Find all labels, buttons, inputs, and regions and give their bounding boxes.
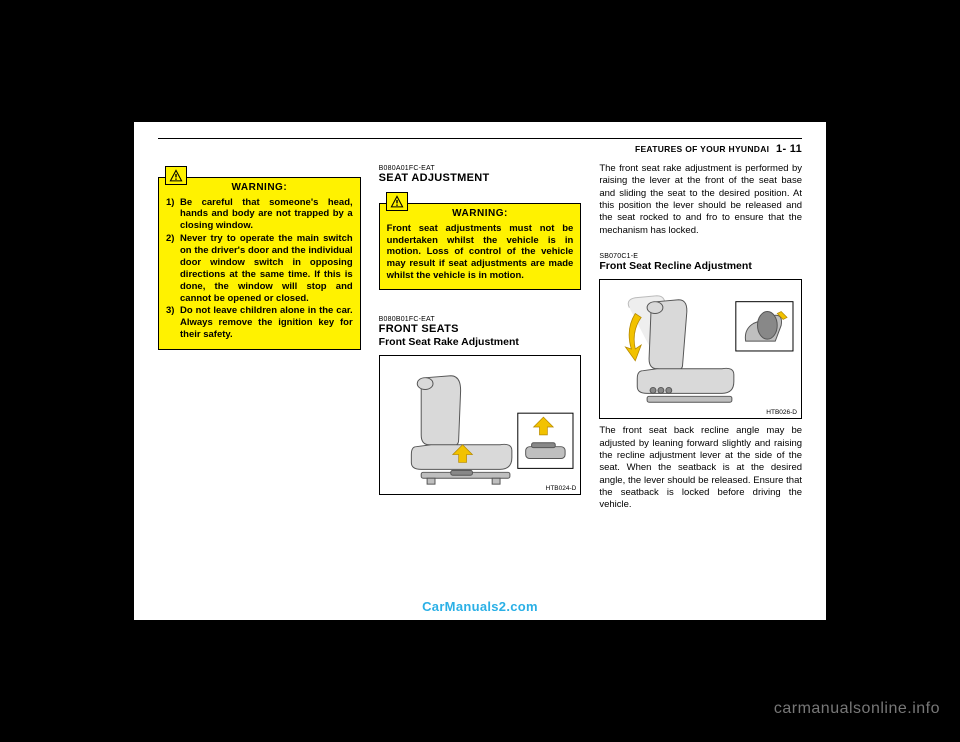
section-code: SB070C1-E bbox=[599, 253, 802, 260]
warning-box-window: WARNING: 1)Be careful that someone's hea… bbox=[158, 177, 361, 350]
item-number: 3) bbox=[166, 305, 180, 341]
page-number: 1- 11 bbox=[776, 143, 802, 155]
figure-recline: HTB026-D bbox=[599, 279, 802, 419]
item-number: 2) bbox=[166, 233, 180, 304]
site-watermark: carmanualsonline.info bbox=[774, 700, 940, 718]
item-text: Do not leave children alone in the car. … bbox=[180, 305, 353, 341]
warning-box-seat: WARNING: Front seat adjustments must not… bbox=[379, 203, 582, 290]
warning-icon bbox=[165, 166, 187, 185]
section-code: B080A01FC-EAT bbox=[379, 165, 582, 172]
section-title: FRONT SEATS bbox=[379, 323, 582, 336]
item-text: Never try to operate the main switch on … bbox=[180, 233, 353, 304]
list-item: 1)Be careful that someone's head, hands … bbox=[166, 197, 353, 233]
warning-text: Front seat adjustments must not be under… bbox=[387, 223, 574, 282]
body-text: The front seat rake adjustment is perfor… bbox=[599, 163, 802, 237]
item-text: Be careful that someone's head, hands an… bbox=[180, 197, 353, 233]
warning-title: WARNING: bbox=[387, 208, 574, 221]
warning-icon bbox=[386, 192, 408, 211]
section-name: FEATURES OF YOUR HYUNDAI bbox=[635, 144, 769, 154]
section-title: SEAT ADJUSTMENT bbox=[379, 172, 582, 185]
section-subtitle: Front Seat Rake Adjustment bbox=[379, 336, 582, 349]
list-item: 2)Never try to operate the main switch o… bbox=[166, 233, 353, 304]
item-number: 1) bbox=[166, 197, 180, 233]
section-subtitle: Front Seat Recline Adjustment bbox=[599, 260, 802, 273]
section-code: B080B01FC-EAT bbox=[379, 316, 582, 323]
page-header: FEATURES OF YOUR HYUNDAI 1- 11 bbox=[158, 143, 802, 155]
watermark: CarManuals2.com bbox=[134, 599, 826, 614]
column-3: The front seat rake adjustment is perfor… bbox=[599, 163, 802, 512]
column-1: WARNING: 1)Be careful that someone's hea… bbox=[158, 163, 361, 512]
body-text: The front seat back recline angle may be… bbox=[599, 425, 802, 511]
content-columns: WARNING: 1)Be careful that someone's hea… bbox=[158, 163, 802, 512]
manual-page: FEATURES OF YOUR HYUNDAI 1- 11 WARNING: … bbox=[134, 122, 826, 620]
warning-list: 1)Be careful that someone's head, hands … bbox=[166, 197, 353, 342]
list-item: 3)Do not leave children alone in the car… bbox=[166, 305, 353, 341]
figure-code: HTB026-D bbox=[766, 409, 797, 416]
figure-code: HTB024-D bbox=[546, 485, 577, 492]
column-2: B080A01FC-EAT SEAT ADJUSTMENT WARNING: F… bbox=[379, 163, 582, 512]
warning-title: WARNING: bbox=[166, 182, 353, 195]
figure-rake: HTB024-D bbox=[379, 355, 582, 495]
header-rule bbox=[158, 138, 802, 139]
